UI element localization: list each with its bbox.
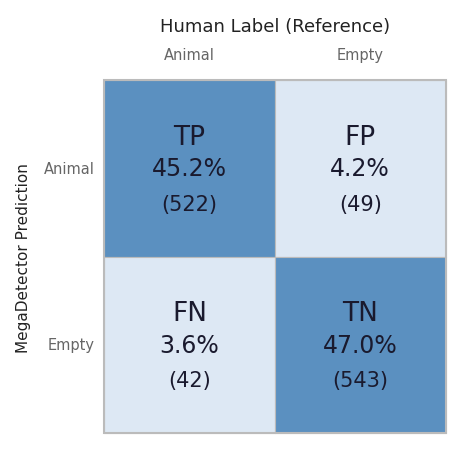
Text: MegaDetector Prediction: MegaDetector Prediction	[16, 162, 31, 352]
Text: FN: FN	[172, 300, 207, 327]
FancyBboxPatch shape	[104, 257, 275, 433]
Text: TN: TN	[342, 300, 378, 327]
Text: (49): (49)	[339, 194, 382, 214]
FancyBboxPatch shape	[275, 257, 446, 433]
Text: FP: FP	[345, 124, 376, 151]
Text: Human Label (Reference): Human Label (Reference)	[160, 18, 390, 36]
Text: Animal: Animal	[44, 161, 95, 177]
Text: 45.2%: 45.2%	[152, 157, 227, 181]
Text: Empty: Empty	[48, 337, 95, 353]
Text: 47.0%: 47.0%	[323, 333, 398, 357]
Text: (522): (522)	[162, 194, 218, 214]
Text: 4.2%: 4.2%	[330, 157, 390, 181]
Text: (42): (42)	[168, 370, 211, 390]
Text: Animal: Animal	[164, 48, 215, 63]
FancyBboxPatch shape	[104, 81, 275, 257]
Text: Empty: Empty	[337, 48, 384, 63]
Text: TP: TP	[173, 124, 206, 151]
Text: 3.6%: 3.6%	[160, 333, 219, 357]
Text: (543): (543)	[332, 370, 388, 390]
FancyBboxPatch shape	[275, 81, 446, 257]
